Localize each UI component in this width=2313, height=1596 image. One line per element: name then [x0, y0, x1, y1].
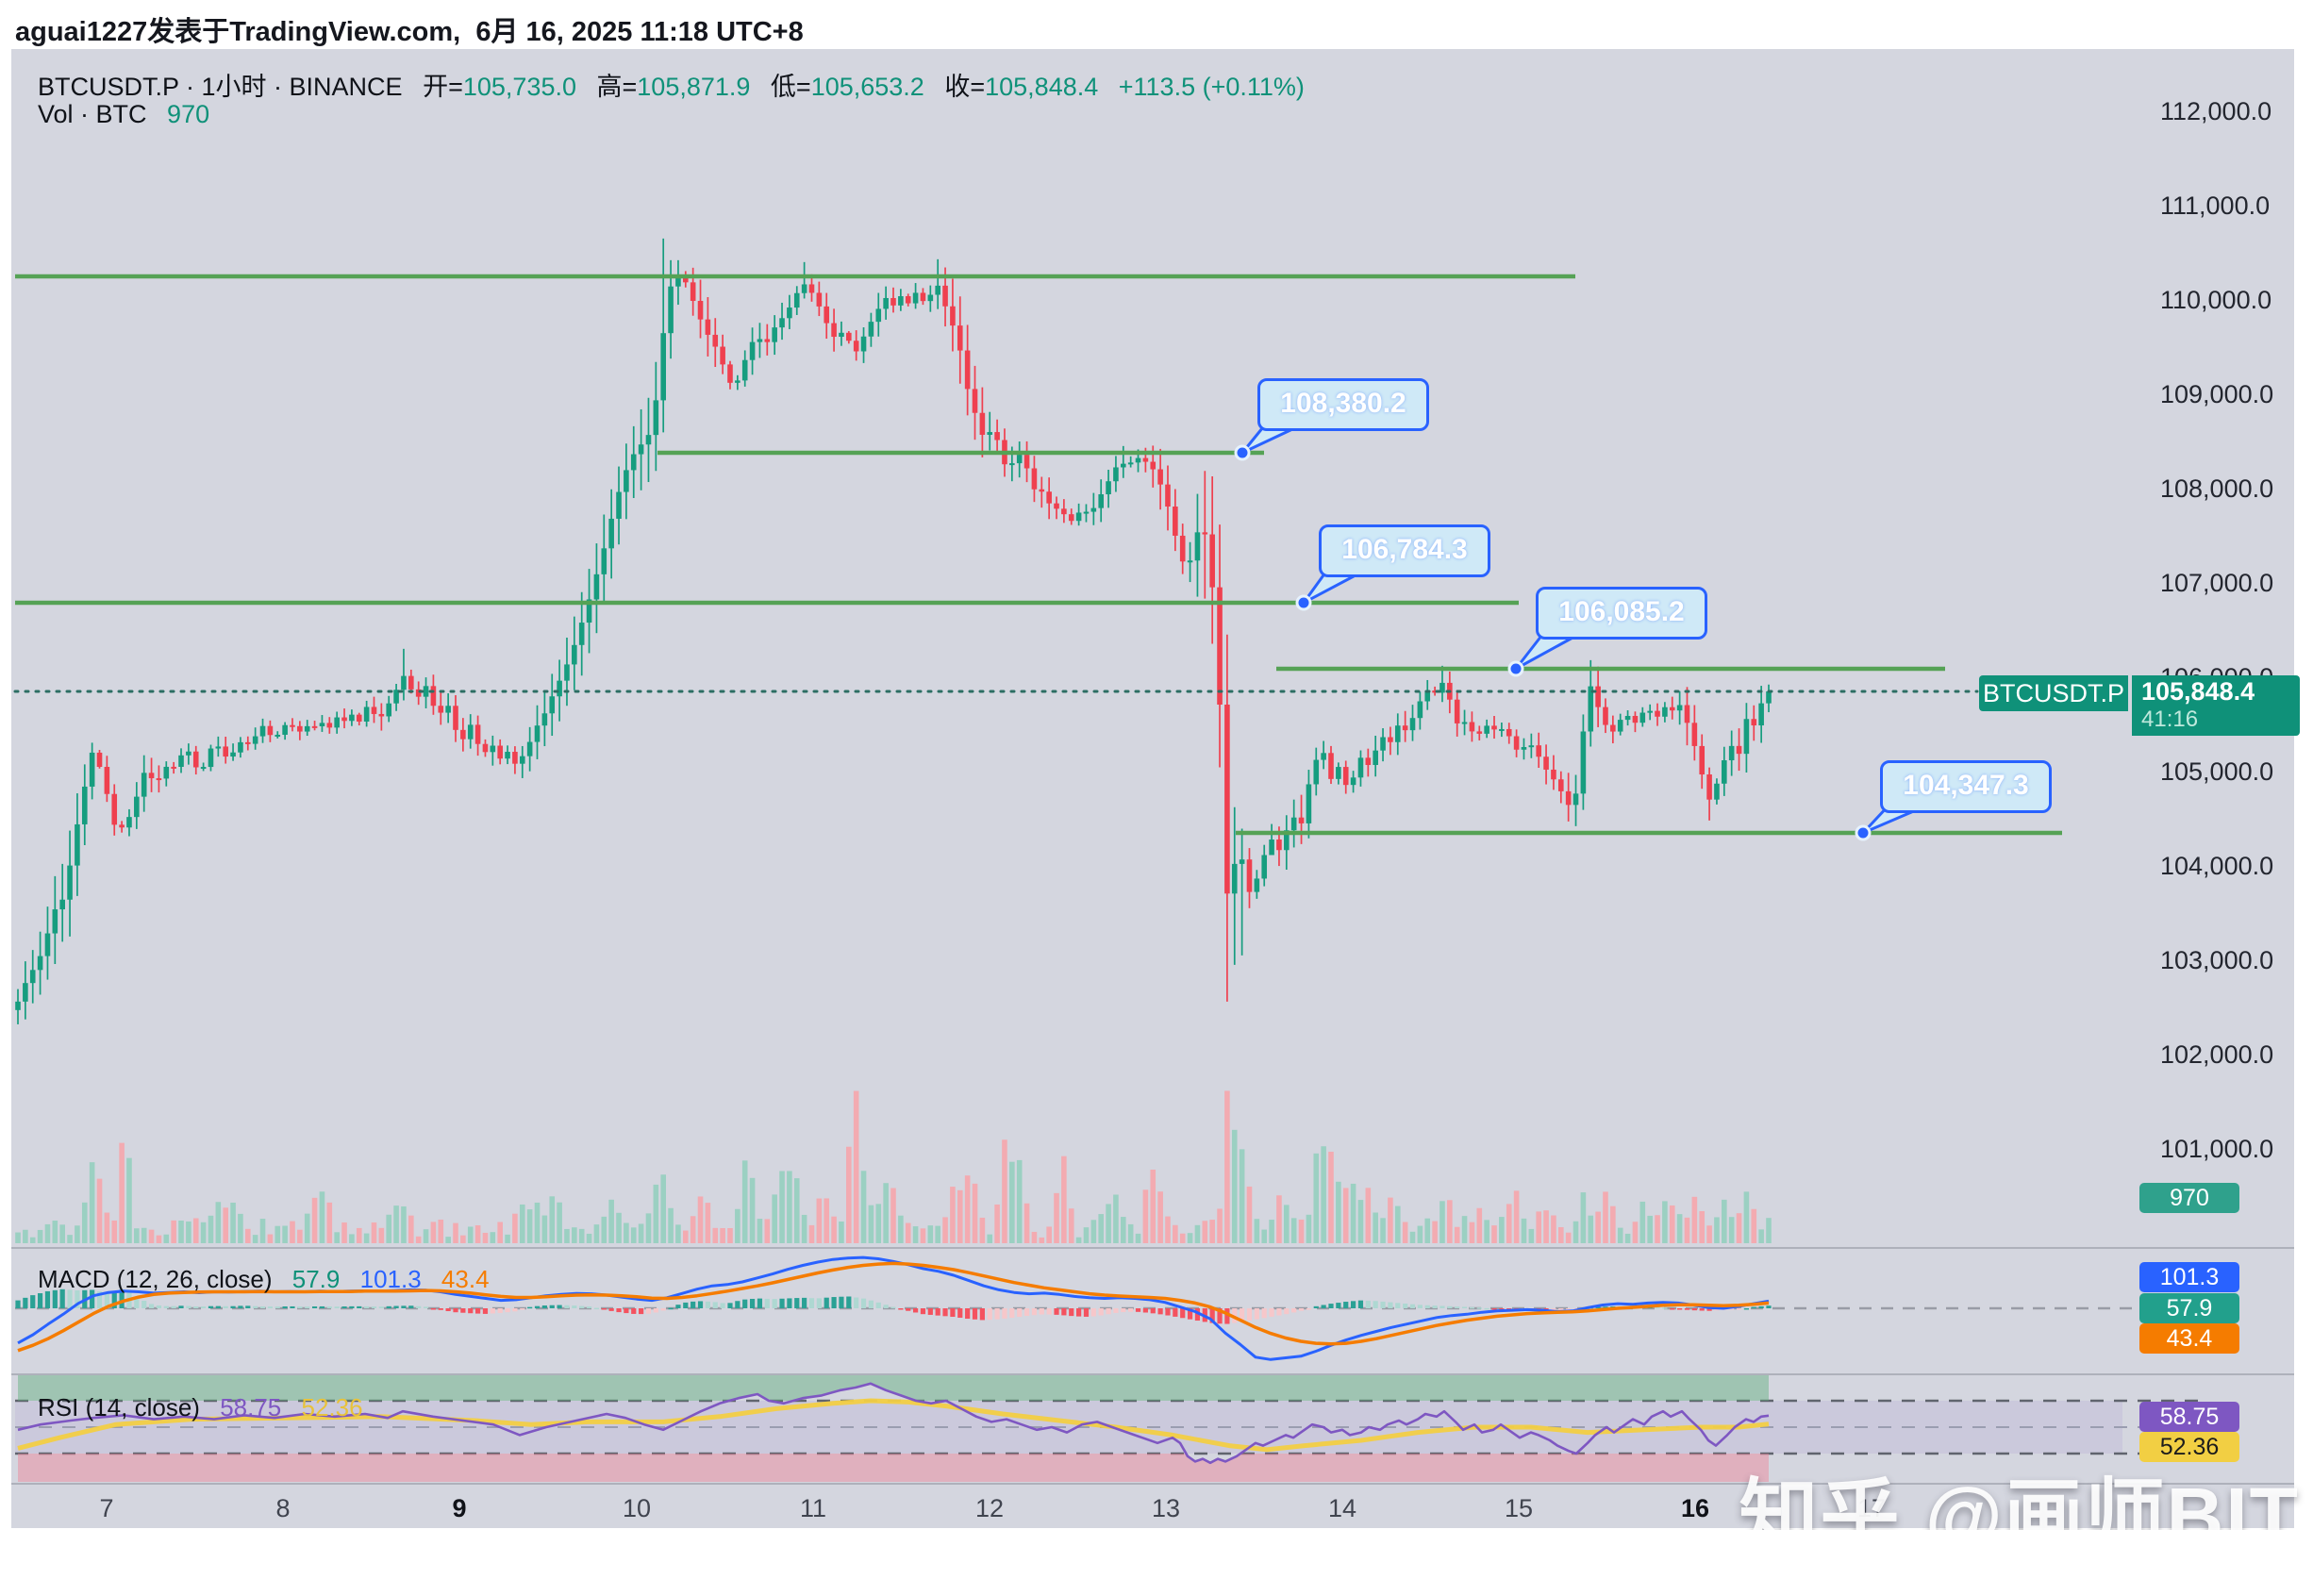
symbol-price-label: BTCUSDT.P [1979, 675, 2128, 711]
symbol-legend[interactable]: BTCUSDT.P · 1小时 · BINANCE 开=105,735.0 高=… [38, 66, 1318, 103]
price-tick-109000: 109,000.0 [2160, 379, 2274, 408]
last-price-badge: 105,848.4 41:16 [2132, 675, 2300, 736]
volume-value: 970 [167, 100, 210, 128]
price-tick-105000: 105,000.0 [2160, 756, 2274, 786]
change-value: +113.5 (+0.11%) [1118, 73, 1305, 101]
pane-separator-macd[interactable] [11, 1247, 2294, 1249]
right-gutter [2294, 49, 2313, 1528]
volume-label: Vol · BTC [38, 100, 147, 128]
symbol-title[interactable]: BTCUSDT.P · 1小时 · BINANCE [38, 73, 403, 101]
time-tick-16: 16 [1680, 1494, 1710, 1522]
low-value: 105,653.2 [810, 73, 924, 101]
footer-bar: TradingView [0, 1530, 2313, 1596]
macd-title[interactable]: MACD (12, 26, close) [38, 1265, 273, 1293]
bar-countdown: 41:16 [2141, 707, 2199, 732]
open-key: 开= [423, 73, 463, 101]
time-tick-9: 9 [452, 1494, 467, 1522]
price-callout-106784[interactable]: 106,784.3 [1319, 524, 1490, 577]
close-key: 收= [944, 73, 986, 101]
rsi-ma-value: 52.36 [301, 1393, 363, 1421]
macd-signal-value: 43.4 [441, 1265, 490, 1293]
price-tick-102000: 102,000.0 [2160, 1039, 2274, 1069]
axis-badge-58.75: 58.75 [2139, 1402, 2239, 1432]
time-tick-15: 15 [1504, 1494, 1534, 1522]
low-key: 低= [770, 73, 811, 101]
price-callout-104347[interactable]: 104,347.3 [1880, 760, 2052, 813]
axis-badge-970: 970 [2139, 1183, 2239, 1213]
rsi-title[interactable]: RSI (14, close) [38, 1393, 200, 1421]
volume-legend[interactable]: Vol · BTC 970 [38, 100, 223, 129]
rsi-value: 58.75 [220, 1393, 282, 1421]
axis-badge-52.36: 52.36 [2139, 1432, 2239, 1462]
time-tick-8: 8 [275, 1494, 291, 1522]
axis-badge-43.4: 43.4 [2139, 1323, 2239, 1354]
open-value: 105,735.0 [462, 73, 576, 101]
time-tick-17: 17 [1856, 1494, 1887, 1522]
price-tick-110000: 110,000.0 [2160, 285, 2272, 314]
axis-badge-57.9: 57.9 [2139, 1293, 2239, 1323]
time-tick-13: 13 [1151, 1494, 1181, 1522]
price-tick-103000: 103,000.0 [2160, 945, 2274, 974]
price-tick-111000: 111,000.0 [2160, 191, 2271, 220]
page-title: aguai1227发表于TradingView.com, 6月 16, 2025… [15, 17, 804, 47]
header-bar: aguai1227发表于TradingView.com, 6月 16, 2025… [0, 0, 2313, 49]
price-tick-108000: 108,000.0 [2160, 474, 2274, 503]
macd-hist-value: 57.9 [291, 1265, 341, 1293]
high-value: 105,871.9 [637, 73, 751, 101]
time-tick-11: 11 [799, 1494, 827, 1522]
time-tick-7: 7 [99, 1494, 114, 1522]
price-tick-107000: 107,000.0 [2160, 568, 2274, 597]
price-tick-112000: 112,000.0 [2160, 96, 2272, 125]
price-tick-104000: 104,000.0 [2160, 851, 2274, 880]
close-value: 105,848.4 [985, 73, 1099, 101]
price-callout-108380[interactable]: 108,380.2 [1257, 378, 1429, 431]
axis-badge-101.3: 101.3 [2139, 1262, 2239, 1292]
price-callout-106085[interactable]: 106,085.2 [1536, 587, 1707, 640]
time-tick-12: 12 [974, 1494, 1005, 1522]
time-tick-14: 14 [1327, 1494, 1357, 1522]
pane-separator-rsi[interactable] [11, 1373, 2294, 1375]
time-axis-border [11, 1483, 2294, 1485]
rsi-legend[interactable]: RSI (14, close) 58.75 52.36 [38, 1393, 376, 1422]
high-key: 高= [596, 73, 638, 101]
time-tick-10: 10 [622, 1494, 652, 1522]
macd-legend[interactable]: MACD (12, 26, close) 57.9 101.3 43.4 [38, 1265, 503, 1294]
macd-line-value: 101.3 [359, 1265, 422, 1293]
price-tick-101000: 101,000.0 [2160, 1134, 2274, 1163]
last-price-value: 105,848.4 [2141, 677, 2255, 706]
